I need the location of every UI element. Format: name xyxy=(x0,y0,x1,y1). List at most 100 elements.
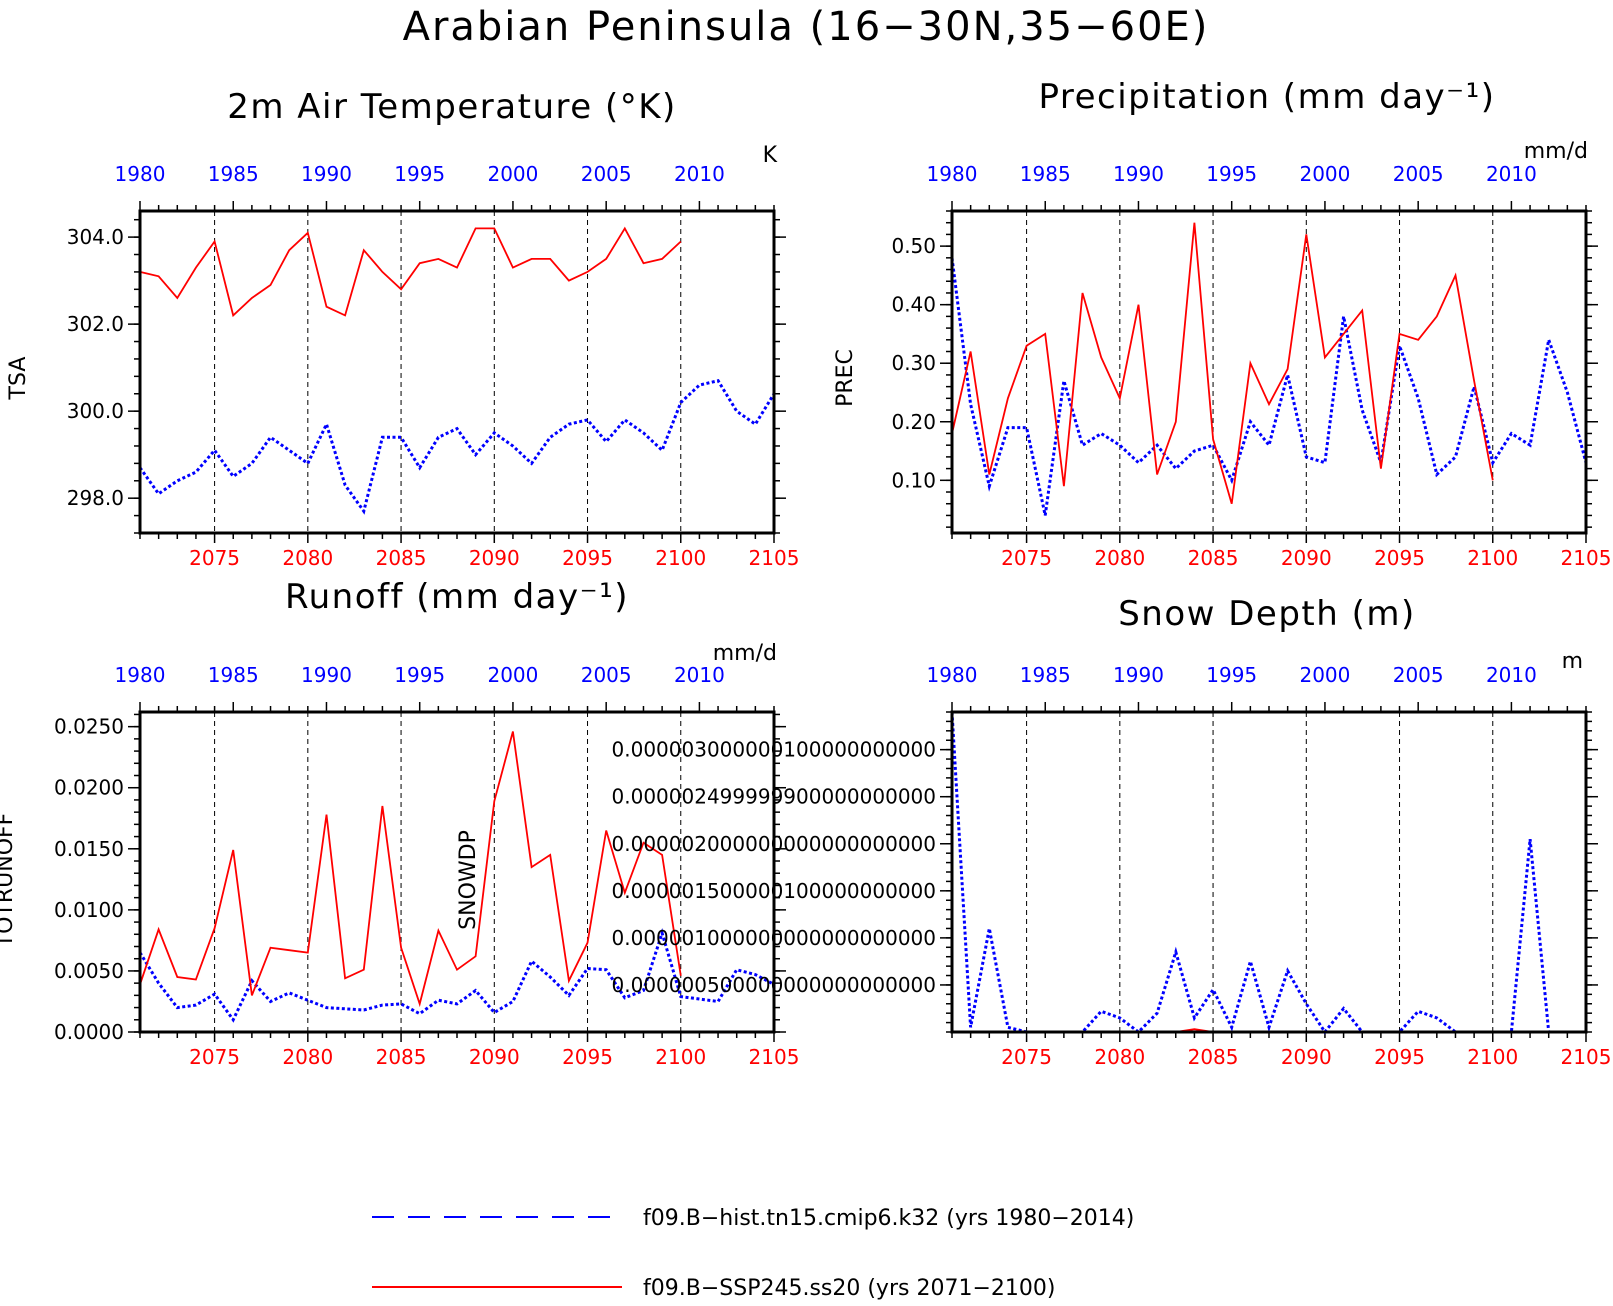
top-x-tick-label: 2005 xyxy=(1393,162,1444,186)
top-x-tick-label: 1990 xyxy=(301,162,352,186)
y-tick-label: 0.000001000000000000000000 xyxy=(612,926,936,950)
top-x-tick-label: 2000 xyxy=(487,663,538,687)
series-line-future xyxy=(951,222,1494,504)
x-tick-label: 2090 xyxy=(1281,546,1332,570)
top-x-tick-label: 1990 xyxy=(1113,162,1164,186)
top-x-tick-label: 1980 xyxy=(115,663,166,687)
y-tick-label: 0.000003000000100000000000 xyxy=(612,738,936,762)
x-tick-label: 2090 xyxy=(469,1045,520,1069)
x-tick-label: 2095 xyxy=(1374,546,1425,570)
y-tick-label: 0.000000500000000000000000 xyxy=(612,973,936,997)
x-tick-label: 2085 xyxy=(376,1045,427,1069)
y-tick-label: 0.0150 xyxy=(54,837,124,861)
y-axis-label-air-temperature: TSA xyxy=(6,357,31,401)
x-tick-label: 2085 xyxy=(1188,546,1239,570)
y-tick-label: 0.0000 xyxy=(54,1020,124,1044)
x-tick-label: 2080 xyxy=(282,546,333,570)
top-x-tick-label: 1980 xyxy=(927,162,978,186)
x-tick-label: 2075 xyxy=(189,546,240,570)
y-tick-label: 0.10 xyxy=(891,468,936,492)
x-tick-label: 2105 xyxy=(1561,1045,1612,1069)
top-x-tick-label: 2000 xyxy=(487,162,538,186)
x-tick-label: 2100 xyxy=(1467,546,1518,570)
plot-frame xyxy=(138,710,776,1034)
legend-label-hist: f09.B−hist.tn15.cmip6.k32 (yrs 1980−2014… xyxy=(643,1206,1134,1231)
panel-title-air-temperature: 2m Air Temperature (°K) xyxy=(227,87,677,127)
x-tick-label: 2090 xyxy=(469,546,520,570)
top-x-tick-label: 2000 xyxy=(1299,663,1350,687)
plot-area-runoff: 2075 2080 2085 2090 2095 2100 2105 1980 1985 1990… xyxy=(54,663,799,1069)
plot-frame xyxy=(138,209,776,535)
x-tick-label: 2080 xyxy=(1094,1045,1145,1069)
panel-precipitation: Precipitation (mm day⁻¹) mm/d PREC 2075 2… xyxy=(833,77,1611,570)
y-tick-label: 0.000002499999900000000000 xyxy=(612,785,936,809)
top-x-tick-label: 1990 xyxy=(301,663,352,687)
panel-title-snow-depth: Snow Depth (m) xyxy=(1118,594,1416,634)
panel-snow-depth: Snow Depth (m) m SNOWDP 2075 2080 2085 2090… xyxy=(456,594,1611,1069)
y-tick-label: 0.0050 xyxy=(54,959,124,983)
x-tick-label: 2095 xyxy=(562,546,613,570)
top-x-tick-label: 1985 xyxy=(208,162,259,186)
y-tick-label: 0.50 xyxy=(891,234,936,258)
series-line-hist xyxy=(950,711,1586,1035)
units-label-precipitation: mm/d xyxy=(1524,139,1588,164)
series-line-hist xyxy=(138,378,776,515)
top-x-tick-label: 2010 xyxy=(674,162,725,186)
panel-title-precipitation: Precipitation (mm day⁻¹) xyxy=(1038,77,1495,117)
y-tick-label: 0.0200 xyxy=(54,776,124,800)
panel-runoff: Runoff (mm day⁻¹) mm/d TOTRUNOFF 2075 208… xyxy=(0,577,799,1069)
figure-title: Arabian Peninsula (16−30N,35−60E) xyxy=(403,4,1210,50)
x-tick-label: 2090 xyxy=(1281,1045,1332,1069)
plot-area-air-temperature: 2075 2080 2085 2090 2095 2100 2105 1980 1985 1990… xyxy=(67,162,800,570)
plot-area-snow-depth: 2075 2080 2085 2090 2095 2100 2105 1980 1985 1990… xyxy=(612,663,1612,1069)
x-tick-label: 2085 xyxy=(376,546,427,570)
series-line-future xyxy=(139,731,682,1008)
plot-area-precipitation: 2075 2080 2085 2090 2095 2100 2105 1980 1985 1990… xyxy=(891,162,1611,570)
top-x-tick-label: 2005 xyxy=(1393,663,1444,687)
y-tick-label: 302.0 xyxy=(67,312,124,336)
y-tick-label: 0.40 xyxy=(891,293,936,317)
y-tick-label: 0.30 xyxy=(891,351,936,375)
panel-title-runoff: Runoff (mm day⁻¹) xyxy=(285,577,629,617)
top-x-tick-label: 1980 xyxy=(115,162,166,186)
series-line-hist xyxy=(950,257,1588,516)
x-tick-label: 2080 xyxy=(1094,546,1145,570)
top-x-tick-label: 1995 xyxy=(394,663,445,687)
y-tick-label: 298.0 xyxy=(67,486,124,510)
top-x-tick-label: 1990 xyxy=(1113,663,1164,687)
legend: f09.B−hist.tn15.cmip6.k32 (yrs 1980−2014… xyxy=(372,1206,1134,1301)
series-line-hist xyxy=(138,928,775,1023)
y-tick-label: 0.0250 xyxy=(54,715,124,739)
y-tick-label: 300.0 xyxy=(67,399,124,423)
y-axis-label-runoff: TOTRUNOFF xyxy=(0,813,18,949)
top-x-tick-label: 1995 xyxy=(1206,162,1257,186)
x-tick-label: 2105 xyxy=(749,1045,800,1069)
x-tick-label: 2105 xyxy=(1561,546,1612,570)
x-tick-label: 2100 xyxy=(1467,1045,1518,1069)
top-x-tick-label: 1995 xyxy=(394,162,445,186)
top-x-tick-label: 1985 xyxy=(1020,162,1071,186)
x-tick-label: 2075 xyxy=(1001,1045,1052,1069)
x-tick-label: 2085 xyxy=(1188,1045,1239,1069)
x-tick-label: 2080 xyxy=(282,1045,333,1069)
top-x-tick-label: 2010 xyxy=(1486,162,1537,186)
y-tick-label: 0.0100 xyxy=(54,898,124,922)
panel-air-temperature: 2m Air Temperature (°K) K TSA 2075 2080 20… xyxy=(6,87,799,570)
plot-frame xyxy=(950,209,1588,535)
x-tick-label: 2100 xyxy=(655,546,706,570)
y-axis-label-snow-depth: SNOWDP xyxy=(456,830,481,930)
top-x-tick-label: 2010 xyxy=(674,663,725,687)
plot-frame xyxy=(950,710,1588,1034)
top-x-tick-label: 1995 xyxy=(1206,663,1257,687)
x-tick-label: 2095 xyxy=(1374,1045,1425,1069)
y-tick-label: 0.20 xyxy=(891,410,936,434)
units-label-snow-depth: m xyxy=(1562,649,1583,674)
top-x-tick-label: 2005 xyxy=(581,663,632,687)
series-line-future xyxy=(139,226,682,318)
y-tick-label: 0.000002000000000000000000 xyxy=(612,832,936,856)
top-x-tick-label: 2010 xyxy=(1486,663,1537,687)
x-tick-label: 2105 xyxy=(749,546,800,570)
x-tick-label: 2100 xyxy=(655,1045,706,1069)
units-label-runoff: mm/d xyxy=(713,641,777,666)
